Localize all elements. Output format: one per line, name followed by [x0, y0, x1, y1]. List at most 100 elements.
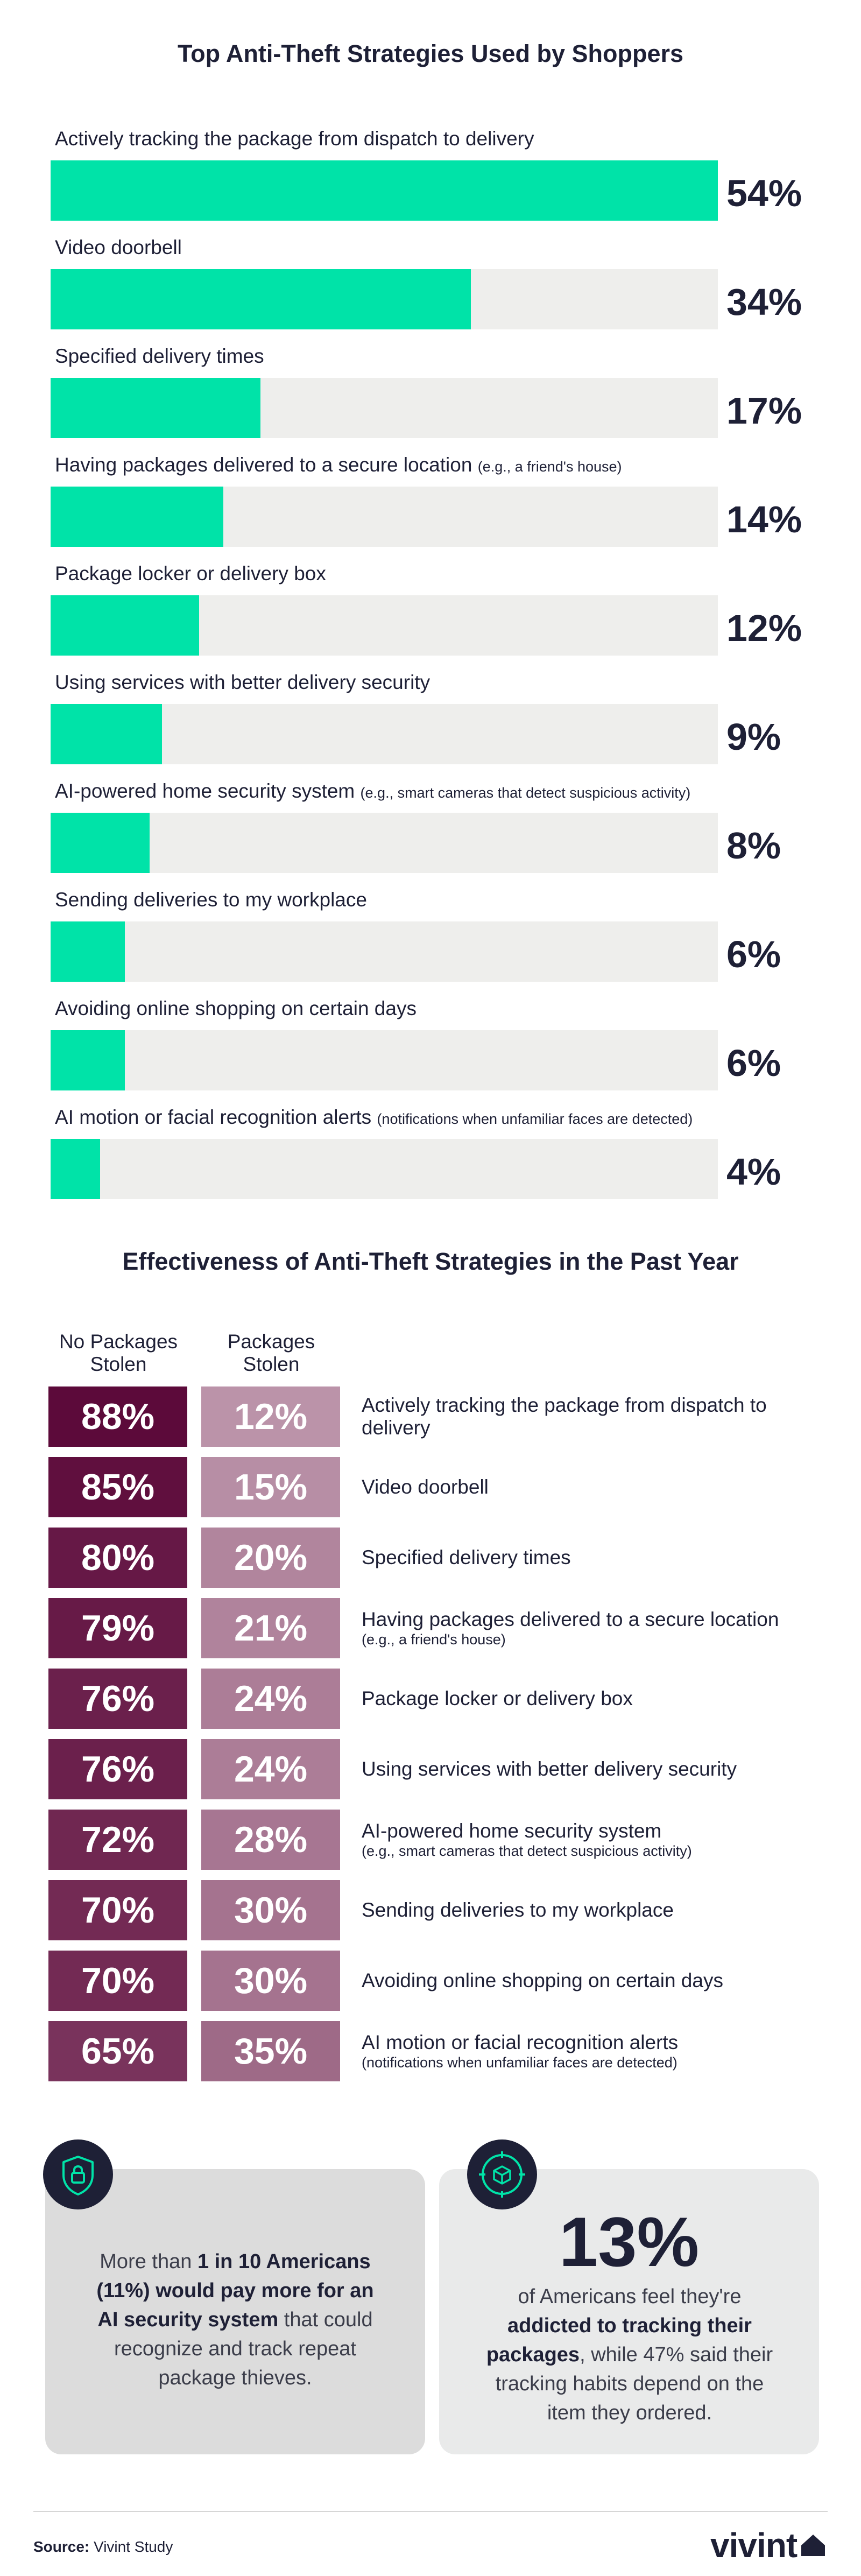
- no-stolen-cell: 76%: [48, 1739, 187, 1799]
- stolen-cell: 21%: [201, 1598, 340, 1658]
- bar-label-note: (e.g., smart cameras that detect suspici…: [360, 785, 691, 801]
- bar-track: [51, 160, 718, 221]
- table-row: 76% 24% Using services with better deliver…: [0, 1739, 861, 1799]
- table-row: 88% 12% Actively tracking the package from…: [0, 1386, 861, 1447]
- bar-label: Having packages delivered to a secure lo…: [55, 453, 622, 478]
- stolen-cell: 30%: [201, 1880, 340, 1940]
- table-row: 79% 21% Having packages delivered to a sec…: [0, 1598, 861, 1658]
- row-label-text: Actively tracking the package from dispa…: [362, 1394, 767, 1439]
- row-label: Using services with better delivery secu…: [362, 1739, 835, 1799]
- no-stolen-cell: 65%: [48, 2021, 187, 2081]
- bar-value-label: 6%: [726, 933, 781, 975]
- stolen-cell: 35%: [201, 2021, 340, 2081]
- row-label: Sending deliveries to my workplace: [362, 1880, 835, 1940]
- bar-label-text: AI-powered home security system: [55, 780, 355, 802]
- bar: [51, 378, 261, 438]
- bar-row: Package locker or delivery box 12%: [0, 562, 861, 664]
- stolen-cell: 30%: [201, 1951, 340, 2011]
- vivint-logo: vivint: [710, 2526, 827, 2564]
- table-row: 76% 24% Package locker or delivery box: [0, 1669, 861, 1729]
- row-label-text: Avoiding online shopping on certain days: [362, 1969, 723, 1991]
- bar-row: Avoiding online shopping on certain days…: [0, 997, 861, 1099]
- bar-row: Using services with better delivery secu…: [0, 671, 861, 773]
- bar-label-text: Actively tracking the package from dispa…: [55, 128, 534, 150]
- stolen-cell: 15%: [201, 1457, 340, 1517]
- bar-label: AI motion or facial recognition alerts (…: [55, 1106, 693, 1131]
- bar-label: Actively tracking the package from dispa…: [55, 127, 534, 151]
- stat-card-tracking: [439, 2169, 819, 2454]
- bar-label: Specified delivery times: [55, 344, 264, 368]
- table-row: 72% 28% AI-powered home security system (e.…: [0, 1810, 861, 1870]
- bar-track: [51, 1030, 718, 1090]
- ai-security-text: More than 1 in 10 Americans (11%) would …: [96, 2250, 374, 2389]
- row-label: AI motion or facial recognition alerts (n…: [362, 2021, 835, 2081]
- row-label: Specified delivery times: [362, 1528, 835, 1588]
- bar-label-text: AI motion or facial recognition alerts: [55, 1106, 372, 1128]
- bar: [51, 269, 471, 329]
- table-row: 85% 15% Video doorbell: [0, 1457, 861, 1517]
- bar-track: [51, 1139, 718, 1199]
- bar: [51, 1030, 125, 1090]
- row-label: AI-powered home security system (e.g., sm…: [362, 1810, 835, 1870]
- bar-label-text: Avoiding online shopping on certain days: [55, 997, 417, 1019]
- bar: [51, 595, 199, 656]
- column-header-no-stolen: No Packages Stolen: [59, 1331, 178, 1375]
- bar-value-label: 6%: [726, 1042, 781, 1084]
- bar-label-text: Specified delivery times: [55, 345, 264, 367]
- no-stolen-cell: 72%: [48, 1810, 187, 1870]
- table-row: 70% 30% Sending deliveries to my workplace: [0, 1880, 861, 1940]
- bar: [51, 704, 162, 764]
- no-stolen-cell: 79%: [48, 1598, 187, 1658]
- bar-label: Using services with better delivery secu…: [55, 671, 430, 694]
- stolen-cell: 24%: [201, 1669, 340, 1729]
- bar-track: [51, 595, 718, 656]
- row-label-text: Specified delivery times: [362, 1546, 571, 1568]
- no-stolen-cell: 70%: [48, 1951, 187, 2011]
- bar-label-text: Package locker or delivery box: [55, 562, 326, 585]
- stolen-cell: 28%: [201, 1810, 340, 1870]
- shield-lock-icon: [43, 2139, 113, 2209]
- tracking-stat-number: 13%: [559, 2202, 700, 2281]
- row-label-note: (e.g., a friend's house): [362, 1631, 506, 1648]
- row-label-text: AI-powered home security system: [362, 1820, 662, 1842]
- bar-value-label: 8%: [726, 825, 781, 867]
- bar-track: [51, 487, 718, 547]
- bar-label: AI-powered home security system (e.g., s…: [55, 779, 690, 805]
- bar-label: Avoiding online shopping on certain days: [55, 997, 417, 1020]
- bar-label-note: (notifications when unfamiliar faces are…: [377, 1111, 693, 1127]
- target-package-icon: [467, 2139, 537, 2209]
- table-row: 70% 30% Avoiding online shopping on certai…: [0, 1951, 861, 2011]
- row-label: Actively tracking the package from dispa…: [362, 1386, 835, 1447]
- bar-track: [51, 813, 718, 873]
- bar-value-label: 12%: [726, 607, 802, 649]
- bar-chart-title: Top Anti-Theft Strategies Used by Shoppe…: [177, 40, 684, 67]
- table-row: 80% 20% Specified delivery times: [0, 1528, 861, 1588]
- row-label-text: Having packages delivered to a secure lo…: [362, 1608, 779, 1630]
- bar-row: Sending deliveries to my workplace 6%: [0, 888, 861, 990]
- bar-value-label: 9%: [726, 716, 781, 758]
- footer-divider: [33, 2511, 828, 2512]
- no-stolen-cell: 85%: [48, 1457, 187, 1517]
- bar-row: Video doorbell 34%: [0, 236, 861, 338]
- table-title: Effectiveness of Anti-Theft Strategies i…: [122, 1248, 739, 1275]
- bar-label: Package locker or delivery box: [55, 562, 326, 586]
- row-label: Video doorbell: [362, 1457, 835, 1517]
- source-note: Source: Vivint Study: [33, 2538, 173, 2555]
- bar-label: Sending deliveries to my workplace: [55, 888, 367, 912]
- table-row: 65% 35% AI motion or facial recognition al…: [0, 2021, 861, 2081]
- bar-value-label: 34%: [726, 281, 802, 323]
- row-label-text: Package locker or delivery box: [362, 1687, 633, 1709]
- row-label-note: (e.g., smart cameras that detect suspici…: [362, 1843, 692, 1859]
- bar: [51, 921, 125, 982]
- stolen-cell: 12%: [201, 1386, 340, 1447]
- bar: [51, 1139, 100, 1199]
- no-stolen-cell: 70%: [48, 1880, 187, 1940]
- bar-label-note: (e.g., a friend's house): [477, 459, 622, 475]
- bar-row: AI motion or facial recognition alerts (…: [0, 1106, 861, 1208]
- row-label-note: (notifications when unfamiliar faces are…: [362, 2054, 677, 2071]
- bar-track: [51, 704, 718, 764]
- house-icon: [801, 2535, 825, 2556]
- row-label-text: Video doorbell: [362, 1476, 489, 1498]
- stolen-cell: 24%: [201, 1739, 340, 1799]
- bar-label-text: Having packages delivered to a secure lo…: [55, 454, 472, 476]
